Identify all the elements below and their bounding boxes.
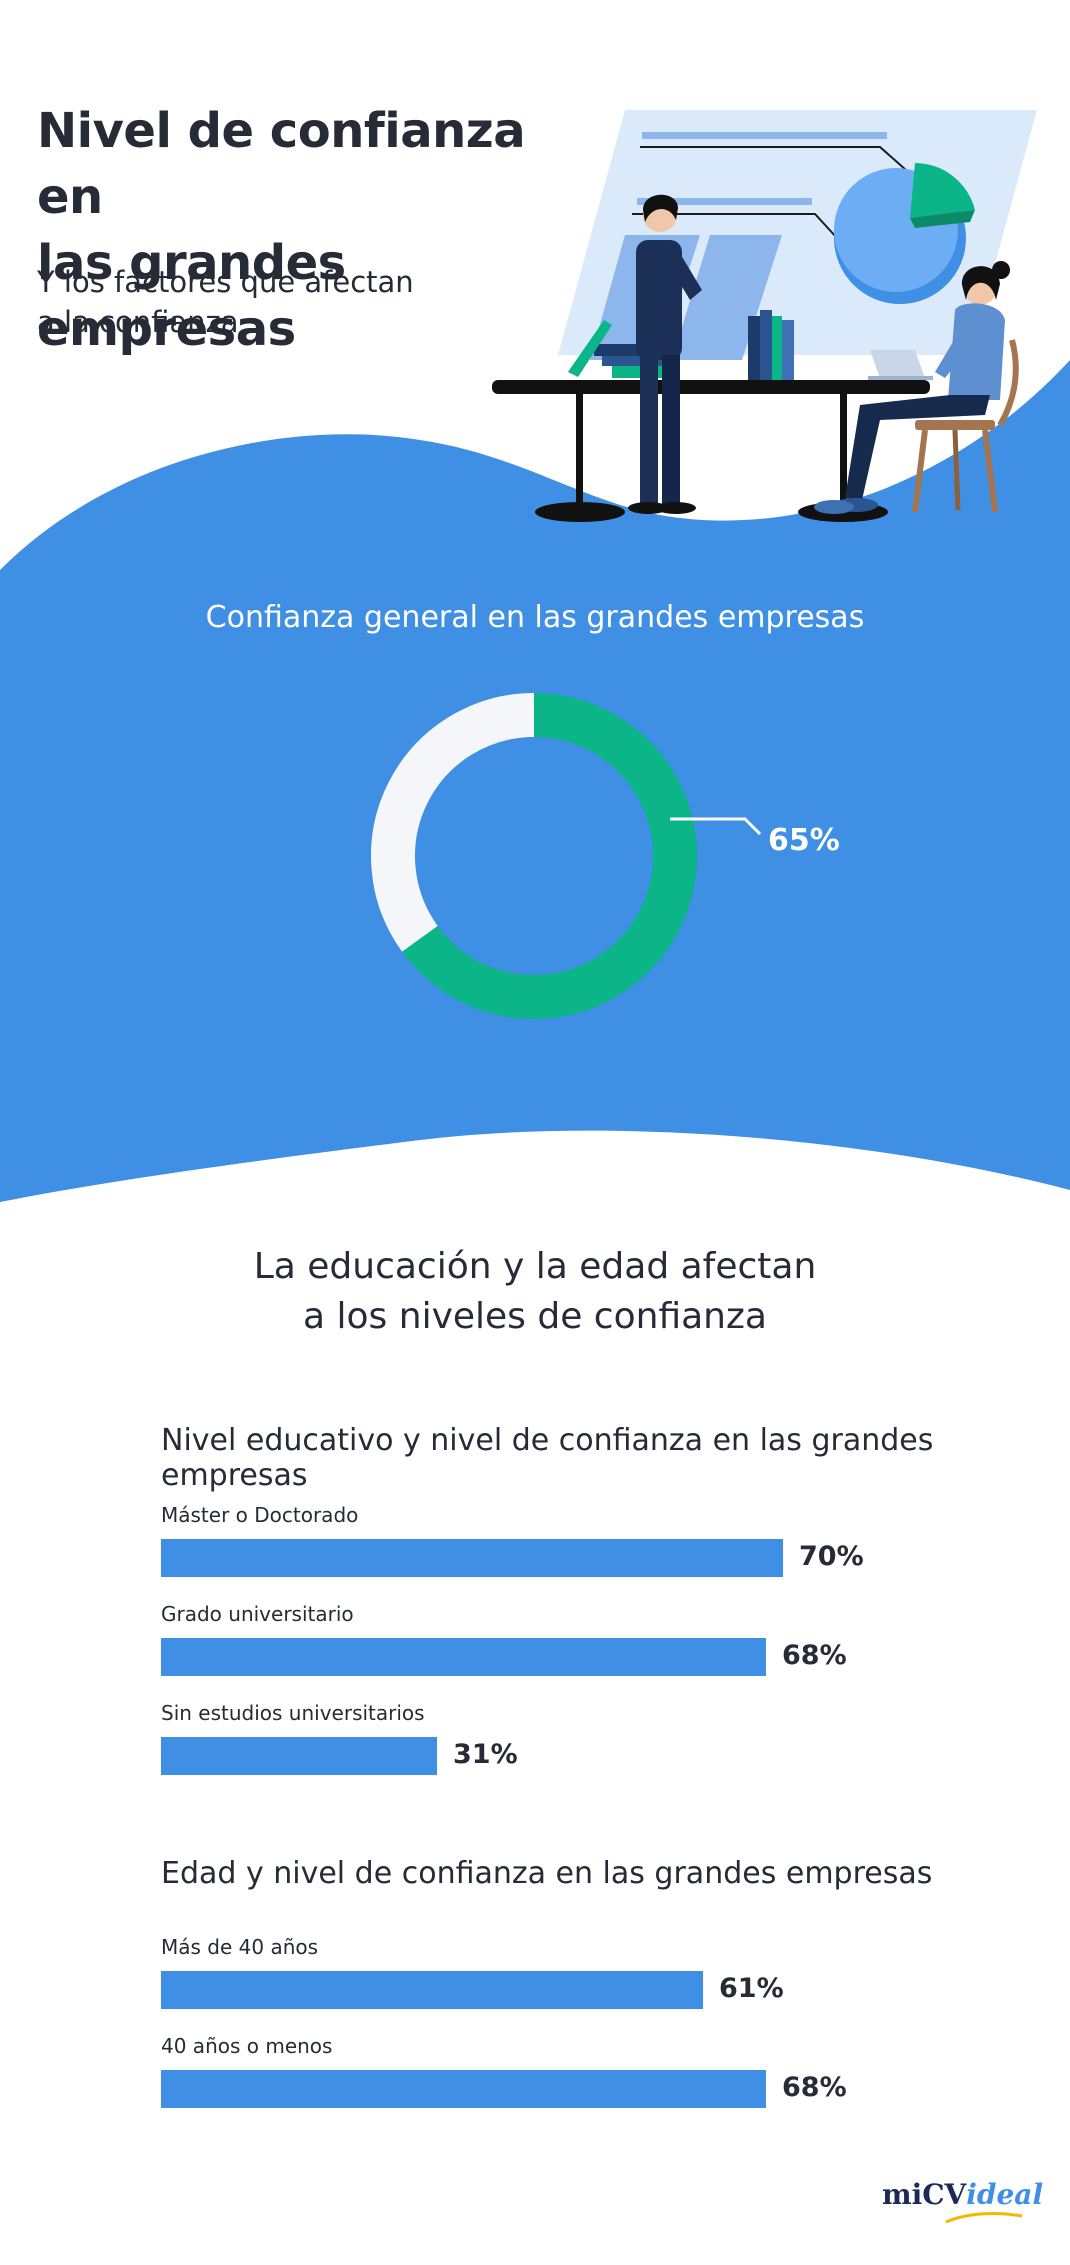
board-pie-slice-icon xyxy=(910,163,975,218)
man-figure xyxy=(636,240,682,360)
book xyxy=(602,356,672,366)
logo-swoosh-icon xyxy=(945,2212,1023,2224)
section-title-line: a los niveles de confianza xyxy=(303,1296,767,1337)
blue-wave-band xyxy=(0,360,1070,1202)
board-pie-slice-shadow xyxy=(910,210,975,228)
bar xyxy=(161,1737,437,1775)
bar-value-label: 68% xyxy=(782,2072,847,2103)
chair-leg xyxy=(982,429,998,513)
bar-category-label: Sin estudios universitarios xyxy=(161,1701,425,1725)
business-people-illustration xyxy=(492,110,1037,522)
bar-value-label: 68% xyxy=(782,1640,847,1671)
micvideal-logo: miCVideal xyxy=(882,2178,1043,2211)
logo-text-part1: miCV xyxy=(882,2178,967,2211)
bar xyxy=(161,1638,766,1676)
section-title: La educación y la edad afectan a los niv… xyxy=(0,1242,1070,1342)
chair-back xyxy=(997,339,1019,427)
bar-category-label: 40 años o menos xyxy=(161,2034,333,2058)
bar xyxy=(161,2070,766,2108)
bar xyxy=(161,1971,703,2009)
board-line xyxy=(637,198,812,205)
man-arm xyxy=(672,250,702,300)
binder xyxy=(772,316,782,380)
man-leg xyxy=(640,355,658,505)
woman-leg xyxy=(845,395,990,500)
woman-shoe xyxy=(814,500,854,514)
desk-leg xyxy=(576,394,583,504)
binders-icon xyxy=(748,316,760,380)
title-line: las grandes empresas xyxy=(37,235,346,357)
donut-slice-remainder xyxy=(371,693,535,952)
desk-leg xyxy=(840,394,847,504)
chair-leg xyxy=(952,429,961,511)
bar xyxy=(161,1539,783,1577)
bar-category-label: Máster o Doctorado xyxy=(161,1503,359,1527)
bar-category-label: Grado universitario xyxy=(161,1602,354,1626)
donut-slice-confidence xyxy=(402,693,697,1019)
desk-foot xyxy=(535,502,625,522)
title-line: Nivel de confianza en xyxy=(37,103,526,225)
woman-hair xyxy=(961,266,1000,300)
donut-chart xyxy=(371,693,762,1019)
page-subtitle: Y los factores que afectan a la confianz… xyxy=(37,262,457,342)
laptop-icon xyxy=(870,350,925,378)
chair-leg xyxy=(912,429,928,513)
bar-category-label: Más de 40 años xyxy=(161,1935,319,1959)
board-bar-shape xyxy=(672,235,782,360)
desk xyxy=(492,380,930,394)
bar-value-label: 61% xyxy=(719,1973,784,2004)
binder xyxy=(760,310,772,380)
donut-chart-title: Confianza general en las grandes empresa… xyxy=(205,600,865,635)
logo-text-part2: ideal xyxy=(966,2178,1044,2211)
age-chart-title: Edad y nivel de confianza en las grandes… xyxy=(161,1856,933,1891)
woman-figure xyxy=(948,303,1005,400)
bar-value-label: 70% xyxy=(799,1541,864,1572)
man-hair xyxy=(643,194,678,222)
woman-hair-bun xyxy=(992,261,1010,279)
subtitle-line: Y los factores que afectan xyxy=(37,265,414,299)
subtitle-line: a la confianza xyxy=(37,305,239,339)
bar-value-label: 31% xyxy=(453,1739,518,1770)
man-shoe xyxy=(628,502,668,514)
man-shoe xyxy=(656,502,696,514)
chair-icon xyxy=(915,420,995,430)
man-leg xyxy=(662,355,680,505)
donut-value-label: 65% xyxy=(768,823,840,858)
education-chart-title: Nivel educativo y nivel de confianza en … xyxy=(161,1423,934,1493)
board-line xyxy=(642,132,887,139)
laptop-base xyxy=(868,376,933,380)
binder xyxy=(782,320,794,380)
page-title: Nivel de confianza en las grandes empres… xyxy=(37,98,557,362)
section-title-line: La educación y la edad afectan xyxy=(253,1246,817,1287)
board-connector-line xyxy=(640,146,916,179)
book-leaning xyxy=(568,320,612,377)
woman-arm xyxy=(935,330,972,378)
donut-callout-line xyxy=(670,817,762,836)
